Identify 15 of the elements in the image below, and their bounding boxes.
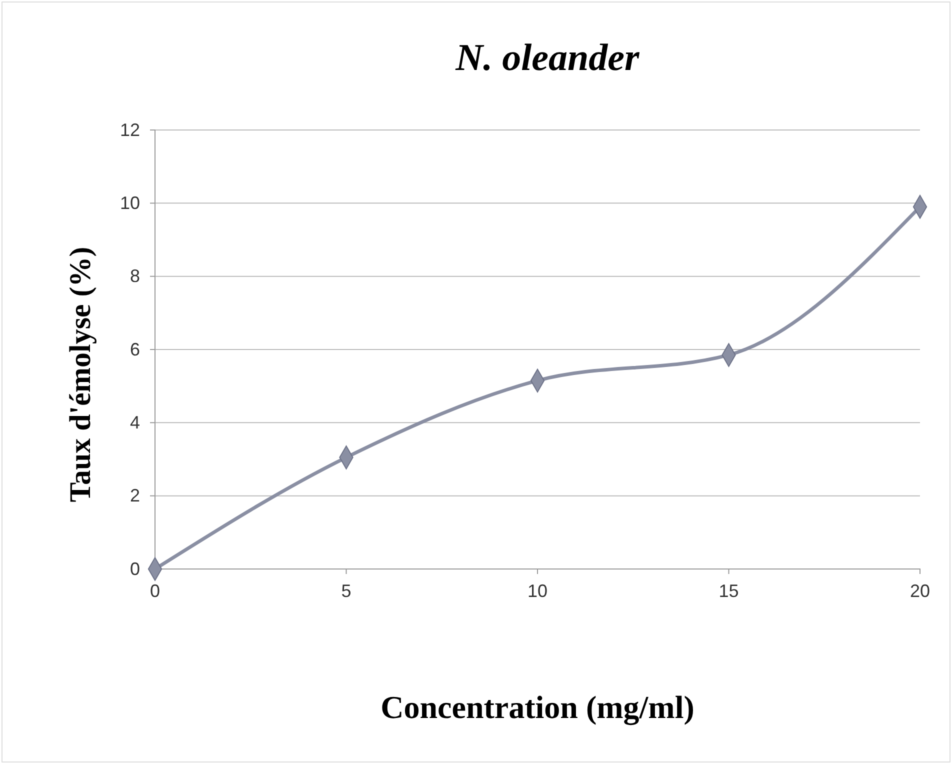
x-tick-label: 20 (910, 580, 930, 601)
x-axis-title: Concentration (mg/ml) (380, 689, 694, 726)
y-tick-label: 0 (130, 558, 140, 579)
x-tick-label: 15 (718, 580, 739, 601)
chart-title: N. oleander (454, 37, 641, 79)
y-axis-title: Taux d'émolyse (%) (64, 246, 97, 502)
x-tick-label: 5 (341, 580, 352, 601)
y-tick-label: 6 (130, 339, 140, 360)
x-tick-label: 0 (150, 580, 160, 601)
x-tick-label: 10 (527, 580, 548, 601)
y-tick-label: 12 (120, 120, 140, 140)
y-tick-label: 10 (120, 192, 140, 213)
y-tick-label: 2 (130, 486, 140, 506)
y-tick-label: 8 (130, 266, 140, 286)
y-tick-label: 4 (130, 412, 140, 432)
